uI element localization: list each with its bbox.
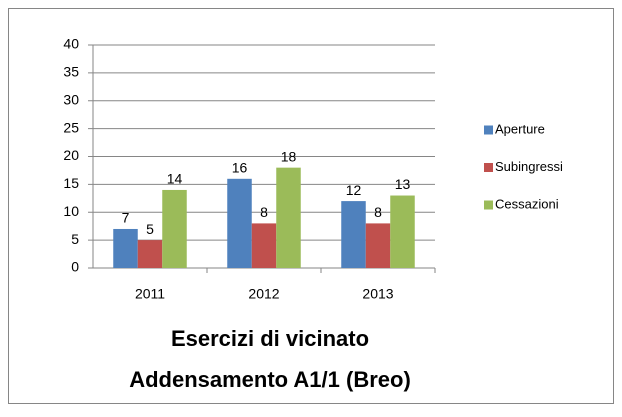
bar [390,195,415,268]
bar [113,228,138,268]
data-label: 12 [346,182,362,198]
chart-title: Esercizi di vicinato [171,326,369,351]
legend-swatch [484,163,493,172]
data-label: 5 [146,221,154,237]
legend-swatch [484,125,493,135]
bar [251,223,277,268]
chart-subtitle: Addensamento A1/1 (Breo) [129,367,411,392]
data-label: 8 [260,204,268,220]
data-label: 7 [122,210,130,226]
bar [137,240,163,268]
legend-label: Aperture [495,121,545,136]
legend-label: Subingressi [495,159,563,174]
bar [365,223,391,268]
x-tick-label: 2011 [135,286,165,302]
y-tick-label: 25 [63,119,79,135]
y-tick-label: 35 [63,64,79,80]
y-tick-label: 40 [63,36,79,52]
y-tick-label: 5 [71,231,79,247]
data-label: 18 [281,148,297,164]
bar [341,201,366,268]
data-label: 14 [167,171,183,187]
y-tick-label: 15 [63,175,79,191]
data-label: 13 [395,176,411,192]
bar [227,178,252,268]
x-tick-label: 2012 [248,286,279,302]
bar [162,189,187,268]
x-tick-label: 2013 [362,286,393,302]
y-tick-label: 20 [63,147,79,163]
chart-border [8,8,614,404]
y-tick-label: 0 [71,259,79,275]
legend-swatch [484,200,493,210]
data-label: 16 [232,160,248,176]
y-tick-label: 30 [63,91,79,107]
legend-label: Cessazioni [495,196,559,211]
data-label: 8 [374,204,382,220]
y-tick-label: 10 [63,203,79,219]
bar [276,167,301,268]
